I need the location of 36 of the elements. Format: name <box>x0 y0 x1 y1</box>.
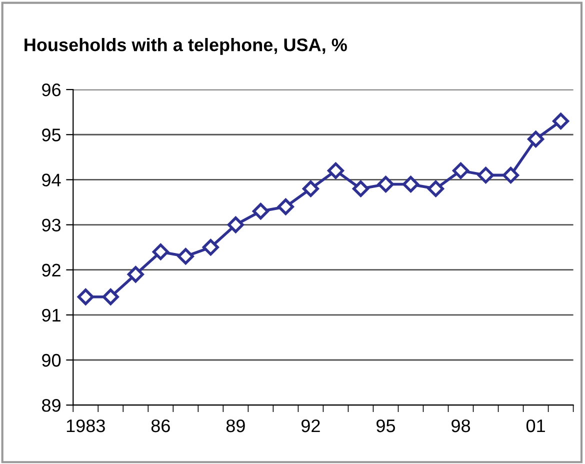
point <box>202 239 219 256</box>
point <box>102 288 119 306</box>
point <box>427 180 444 197</box>
x-tick-label: 92 <box>302 419 320 432</box>
x-tick-label: 1983 <box>66 419 105 432</box>
point <box>177 248 194 265</box>
y-tick-label: 96 <box>42 83 61 96</box>
point <box>277 198 294 216</box>
point <box>152 244 169 260</box>
point <box>552 112 570 130</box>
point <box>327 162 344 179</box>
point <box>502 166 520 184</box>
x-tick-label: 01 <box>526 419 545 432</box>
point <box>127 266 144 283</box>
y-tick-label: 94 <box>42 174 61 186</box>
point <box>452 162 470 179</box>
x-tick-label: 98 <box>452 419 470 432</box>
x-tick-label: 95 <box>376 419 396 432</box>
point <box>377 176 394 192</box>
y-tick-label: 90 <box>42 354 61 367</box>
point <box>478 166 494 184</box>
x-tick-label: 89 <box>226 419 245 432</box>
point <box>252 202 269 220</box>
y-tick-label: 89 <box>42 399 60 412</box>
x-tick-label: 86 <box>151 419 170 432</box>
chart-title: Households with a telephone, USA, % <box>24 38 347 55</box>
point <box>227 216 244 234</box>
point <box>302 180 319 197</box>
point <box>77 288 94 306</box>
y-tick-label: 93 <box>42 218 61 232</box>
point <box>352 180 369 197</box>
y-tick-label: 92 <box>42 264 60 277</box>
point <box>402 176 420 192</box>
point <box>528 130 544 148</box>
y-tick-label: 95 <box>42 128 61 142</box>
y-tick-label: 91 <box>42 308 60 322</box>
